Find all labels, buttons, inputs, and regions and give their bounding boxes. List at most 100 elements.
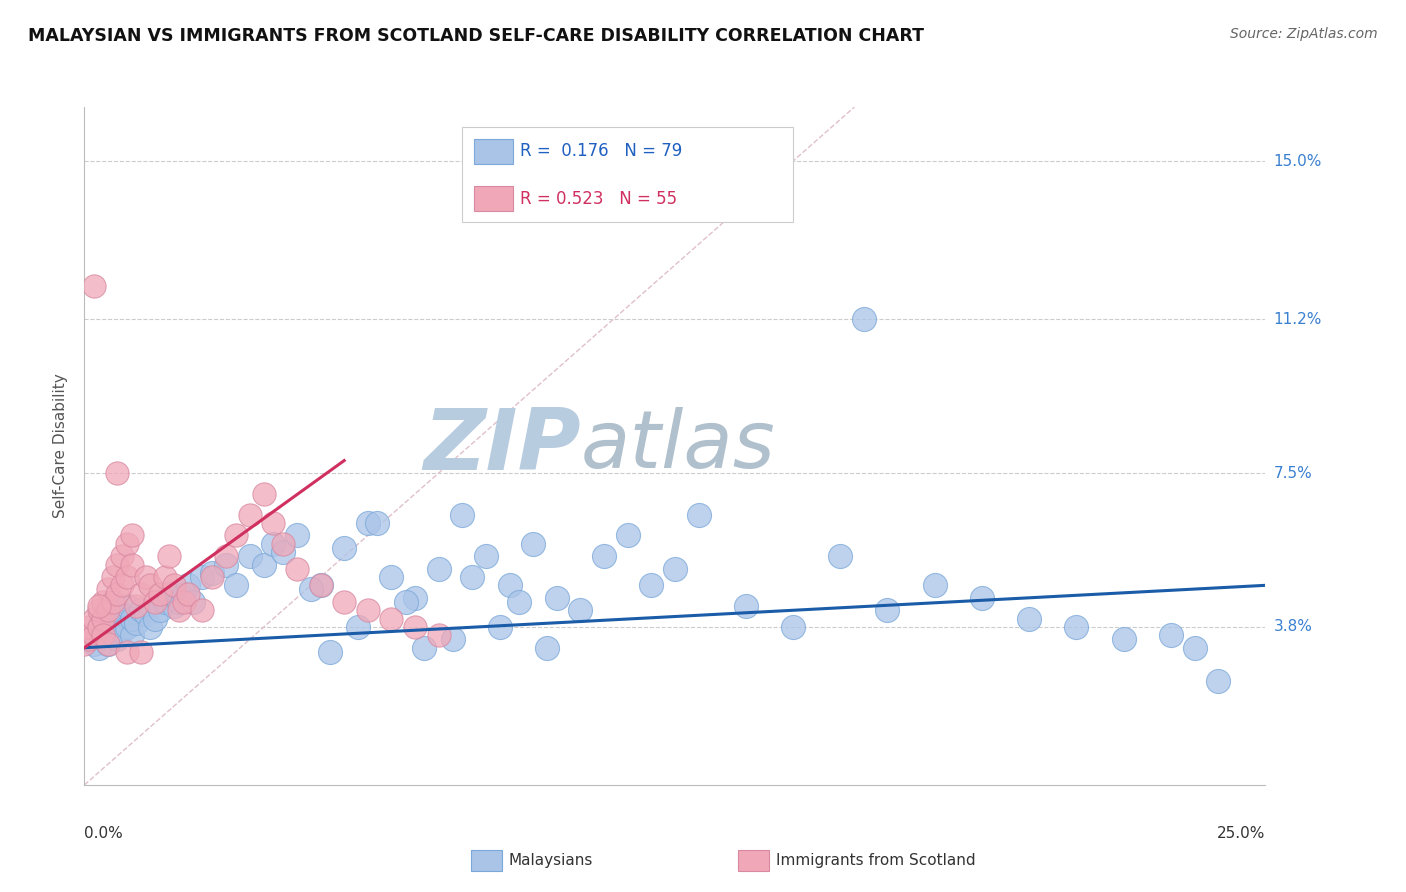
Point	[107, 558, 129, 572]
Point	[97, 636, 120, 650]
Point	[149, 587, 172, 601]
Point	[101, 570, 124, 584]
Point	[177, 578, 200, 592]
Point	[225, 578, 247, 592]
Point	[271, 545, 294, 559]
Point	[87, 620, 110, 634]
Point	[427, 562, 450, 576]
Text: 3.8%: 3.8%	[1274, 619, 1313, 634]
Point	[380, 570, 402, 584]
Point	[664, 562, 686, 576]
Point	[253, 558, 276, 572]
Point	[309, 578, 332, 592]
Point	[299, 582, 322, 597]
Point	[536, 640, 558, 655]
Point	[77, 632, 100, 647]
Point	[97, 603, 120, 617]
Point	[125, 615, 148, 630]
Point	[139, 620, 162, 634]
Point	[129, 645, 152, 659]
Point	[107, 603, 129, 617]
Point	[489, 620, 512, 634]
Point	[77, 620, 100, 634]
Point	[87, 603, 110, 617]
Point	[830, 549, 852, 564]
Point	[97, 582, 120, 597]
Point	[135, 570, 157, 584]
Y-axis label: Self-Care Disability: Self-Care Disability	[53, 374, 69, 518]
Text: Malaysians: Malaysians	[509, 854, 593, 868]
Point	[413, 640, 436, 655]
Point	[143, 595, 166, 609]
Point	[115, 599, 138, 614]
Point	[73, 636, 96, 650]
Point	[1206, 673, 1229, 688]
Point	[121, 528, 143, 542]
Point	[83, 636, 105, 650]
Point	[970, 591, 993, 605]
Point	[366, 516, 388, 530]
Point	[333, 595, 356, 609]
Point	[262, 516, 284, 530]
Point	[215, 549, 238, 564]
Point	[380, 611, 402, 625]
Point	[201, 566, 224, 580]
Point	[111, 578, 134, 592]
Point	[83, 278, 105, 293]
Point	[404, 620, 426, 634]
Point	[475, 549, 498, 564]
Point	[107, 466, 129, 480]
Point	[593, 549, 616, 564]
Point	[107, 632, 129, 647]
Point	[101, 628, 124, 642]
Point	[347, 620, 370, 634]
Point	[1160, 628, 1182, 642]
Point	[181, 595, 204, 609]
Point	[115, 537, 138, 551]
Point	[167, 595, 190, 609]
Point	[924, 578, 946, 592]
Point	[333, 541, 356, 555]
Point	[239, 549, 262, 564]
Point	[173, 595, 195, 609]
Point	[91, 611, 114, 625]
Point	[285, 562, 308, 576]
Text: 11.2%: 11.2%	[1274, 311, 1322, 326]
Point	[153, 570, 176, 584]
Point	[191, 570, 214, 584]
Point	[201, 570, 224, 584]
Point	[115, 645, 138, 659]
Point	[309, 578, 332, 592]
Point	[1112, 632, 1135, 647]
Point	[239, 508, 262, 522]
Point	[319, 645, 342, 659]
Point	[734, 599, 756, 614]
Point	[87, 640, 110, 655]
Point	[97, 636, 120, 650]
Point	[441, 632, 464, 647]
Point	[191, 603, 214, 617]
Point	[157, 587, 180, 601]
Point	[852, 312, 875, 326]
Point	[87, 599, 110, 614]
Point	[569, 603, 592, 617]
Text: R =  0.176   N = 79: R = 0.176 N = 79	[520, 142, 682, 160]
Point	[253, 487, 276, 501]
Point	[149, 603, 172, 617]
Point	[91, 628, 114, 642]
Text: Source: ZipAtlas.com: Source: ZipAtlas.com	[1230, 27, 1378, 41]
Point	[111, 624, 134, 638]
Text: 7.5%: 7.5%	[1274, 466, 1312, 481]
Point	[546, 591, 568, 605]
Point	[97, 620, 120, 634]
Point	[135, 607, 157, 622]
Point	[876, 603, 898, 617]
Point	[1018, 611, 1040, 625]
Point	[83, 628, 105, 642]
Text: R = 0.523   N = 55: R = 0.523 N = 55	[520, 190, 678, 208]
Point	[83, 611, 105, 625]
Point	[143, 611, 166, 625]
Point	[111, 607, 134, 622]
Point	[1184, 640, 1206, 655]
Text: 25.0%: 25.0%	[1218, 826, 1265, 840]
